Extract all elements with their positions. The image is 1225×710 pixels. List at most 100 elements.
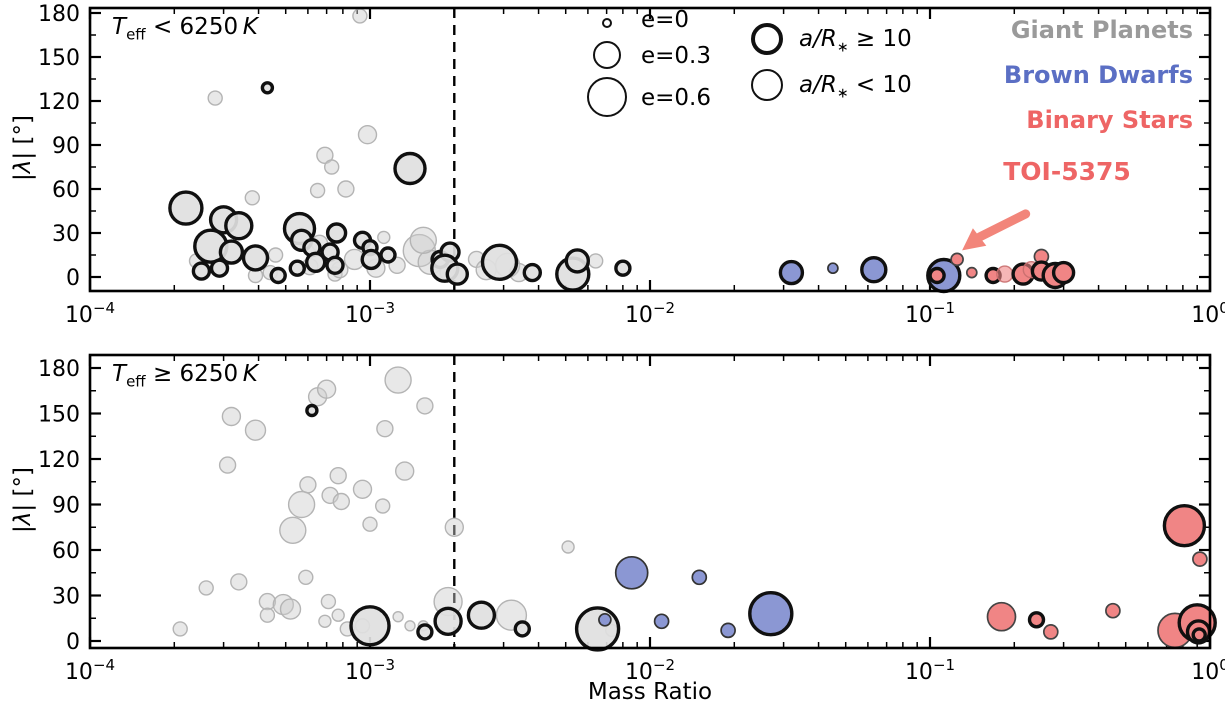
data-point-brown-dwarf xyxy=(778,259,805,286)
data-point-brown-dwarf xyxy=(860,256,888,284)
data-point-giant-planet xyxy=(513,620,531,638)
y-tick-label: 30 xyxy=(52,585,80,610)
data-point-binary-star xyxy=(1042,624,1059,640)
data-point-giant-planet xyxy=(379,246,397,264)
data-point-giant-planet xyxy=(337,180,355,198)
data-point-giant-planet xyxy=(522,262,542,283)
legend-label-giant-planets: Giant Planets xyxy=(1010,16,1193,44)
data-point-giant-planet xyxy=(198,580,214,596)
y-tick-label: 60 xyxy=(52,178,80,203)
data-point-giant-planet xyxy=(244,419,267,441)
toi-arrow-head xyxy=(962,228,987,251)
data-point-giant-planet xyxy=(230,573,248,591)
data-point-giant-planet xyxy=(395,461,415,481)
legend-circle-thick-ring xyxy=(751,23,783,55)
data-point-giant-planet xyxy=(267,247,284,263)
y-tick-label: 0 xyxy=(66,630,80,655)
x-tick-label: 10−3 xyxy=(345,656,395,685)
data-point-brown-dwarf xyxy=(691,569,708,586)
data-point-giant-planet xyxy=(279,598,302,620)
x-axis-label: Mass Ratio xyxy=(587,679,713,705)
legend-label-aR-lt-10: a/R∗ < 10 xyxy=(799,72,912,102)
toi-5375-annotation: TOI-5375 xyxy=(1003,157,1131,186)
data-point-giant-planet xyxy=(416,623,434,641)
y-tick-label: 180 xyxy=(38,357,80,382)
legend-circle-e0 xyxy=(602,18,612,28)
data-point-binary-star xyxy=(986,601,1017,632)
x-tick-label: 10−1 xyxy=(905,656,955,685)
y-axis-label-bottom: |λ| [°] xyxy=(10,467,36,533)
data-point-giant-planet xyxy=(444,517,464,537)
data-point-giant-planet xyxy=(377,230,391,245)
y-tick-label: 150 xyxy=(38,403,80,428)
data-point-giant-planet xyxy=(352,8,368,24)
data-point-giant-planet xyxy=(320,593,337,610)
data-point-giant-planet xyxy=(269,266,287,285)
y-tick-label: 60 xyxy=(52,539,80,564)
data-point-giant-planet xyxy=(316,379,337,399)
x-axis-ticks xyxy=(88,355,1212,648)
data-point-giant-planet xyxy=(357,124,378,145)
data-point-giant-planet xyxy=(241,244,270,272)
data-point-giant-planet xyxy=(349,605,391,647)
data-point-giant-planet xyxy=(466,600,497,630)
data-point-giant-planet xyxy=(259,607,276,623)
y-tick-label: 150 xyxy=(38,46,80,71)
data-point-giant-planet xyxy=(325,222,348,244)
data-point-brown-dwarf xyxy=(720,622,736,639)
data-point-giant-planet xyxy=(258,592,277,611)
data-point-giant-planet xyxy=(287,490,316,519)
data-point-binary-star xyxy=(1192,551,1208,567)
data-point-giant-planet xyxy=(360,248,382,271)
legend-circle-e03 xyxy=(593,41,621,69)
data-point-giant-planet xyxy=(331,608,345,622)
data-point-giant-planet xyxy=(409,226,437,255)
data-point-giant-planet xyxy=(325,255,345,275)
data-point-giant-planet xyxy=(288,259,306,277)
data-point-giant-planet xyxy=(191,261,212,281)
data-point-giant-planet xyxy=(614,259,632,277)
data-point-giant-planet xyxy=(305,251,327,273)
y-tick-label: 90 xyxy=(52,494,80,519)
y-tick-label: 0 xyxy=(66,266,80,291)
legend-label-aR-ge-10: a/R∗ ≥ 10 xyxy=(799,26,912,56)
color-legend: Giant Planets Brown Dwarfs Binary Stars xyxy=(1004,8,1193,143)
legend-label-brown-dwarfs: Brown Dwarfs xyxy=(1003,61,1193,89)
data-point-giant-planet xyxy=(392,611,404,623)
data-point-giant-planet xyxy=(305,403,319,418)
x-tick-label: 10−3 xyxy=(345,299,395,328)
data-point-giant-planet xyxy=(324,159,340,175)
y-tick-label: 120 xyxy=(38,448,80,473)
data-point-giant-planet xyxy=(298,569,314,585)
data-point-binary-star xyxy=(1051,260,1076,285)
data-point-giant-planet xyxy=(244,190,261,206)
data-point-giant-planet xyxy=(168,190,204,226)
panel-spines xyxy=(88,353,1212,650)
x-tick-label: 10−4 xyxy=(65,299,115,328)
y-axis-label-top: |λ| [°] xyxy=(10,115,36,181)
data-point-brown-dwarf xyxy=(614,555,649,590)
legend-label-e03: e=0.3 xyxy=(641,43,711,69)
data-point-giant-planet xyxy=(362,516,378,532)
data-point-giant-planet xyxy=(375,498,391,514)
data-point-giant-planet xyxy=(316,146,334,165)
data-point-giant-planet xyxy=(218,239,245,265)
x-tick-label: 100 xyxy=(1191,656,1225,685)
data-point-binary-star xyxy=(928,266,946,285)
data-point-giant-planet xyxy=(433,606,463,636)
data-point-giant-planet xyxy=(564,248,590,274)
data-point-giant-planet xyxy=(279,516,307,544)
legend-circle-thin-ring xyxy=(751,69,783,101)
data-point-giant-planet xyxy=(221,406,242,427)
legend-label-binary-stars: Binary Stars xyxy=(1026,106,1193,134)
data-point-giant-planet xyxy=(224,210,254,241)
legend-label-e06: e=0.6 xyxy=(641,85,711,111)
data-point-giant-planet xyxy=(393,151,427,186)
data-point-giant-planet xyxy=(445,262,469,286)
data-point-giant-planet xyxy=(574,606,621,652)
x-tick-label: 10−2 xyxy=(625,299,675,328)
panel-spines xyxy=(88,6,1212,293)
legend-circle-e06 xyxy=(587,77,627,117)
y-tick-label: 120 xyxy=(38,90,80,115)
data-point-giant-planet xyxy=(416,397,434,415)
